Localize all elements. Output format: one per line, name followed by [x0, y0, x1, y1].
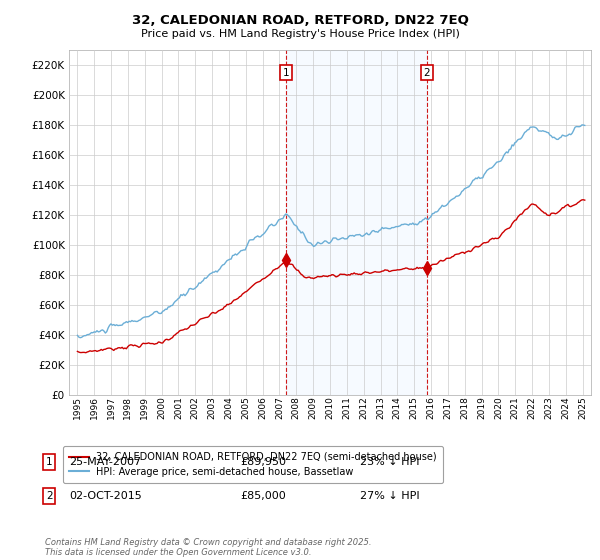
Text: 2: 2	[424, 68, 430, 78]
Text: 27% ↓ HPI: 27% ↓ HPI	[360, 491, 419, 501]
Bar	[286, 50, 427, 395]
Text: 1: 1	[283, 68, 290, 78]
Text: Contains HM Land Registry data © Crown copyright and database right 2025.
This d: Contains HM Land Registry data © Crown c…	[45, 538, 371, 557]
Text: 23% ↓ HPI: 23% ↓ HPI	[360, 457, 419, 467]
Text: 32, CALEDONIAN ROAD, RETFORD, DN22 7EQ: 32, CALEDONIAN ROAD, RETFORD, DN22 7EQ	[131, 14, 469, 27]
Text: 2: 2	[46, 491, 53, 501]
Text: 02-OCT-2015: 02-OCT-2015	[69, 491, 142, 501]
Text: 1: 1	[46, 457, 53, 467]
Legend: 32, CALEDONIAN ROAD, RETFORD, DN22 7EQ (semi-detached house), HPI: Average price: 32, CALEDONIAN ROAD, RETFORD, DN22 7EQ (…	[64, 446, 443, 483]
Text: £89,950: £89,950	[240, 457, 286, 467]
Text: £85,000: £85,000	[240, 491, 286, 501]
Text: 25-MAY-2007: 25-MAY-2007	[69, 457, 141, 467]
Text: Price paid vs. HM Land Registry's House Price Index (HPI): Price paid vs. HM Land Registry's House …	[140, 29, 460, 39]
